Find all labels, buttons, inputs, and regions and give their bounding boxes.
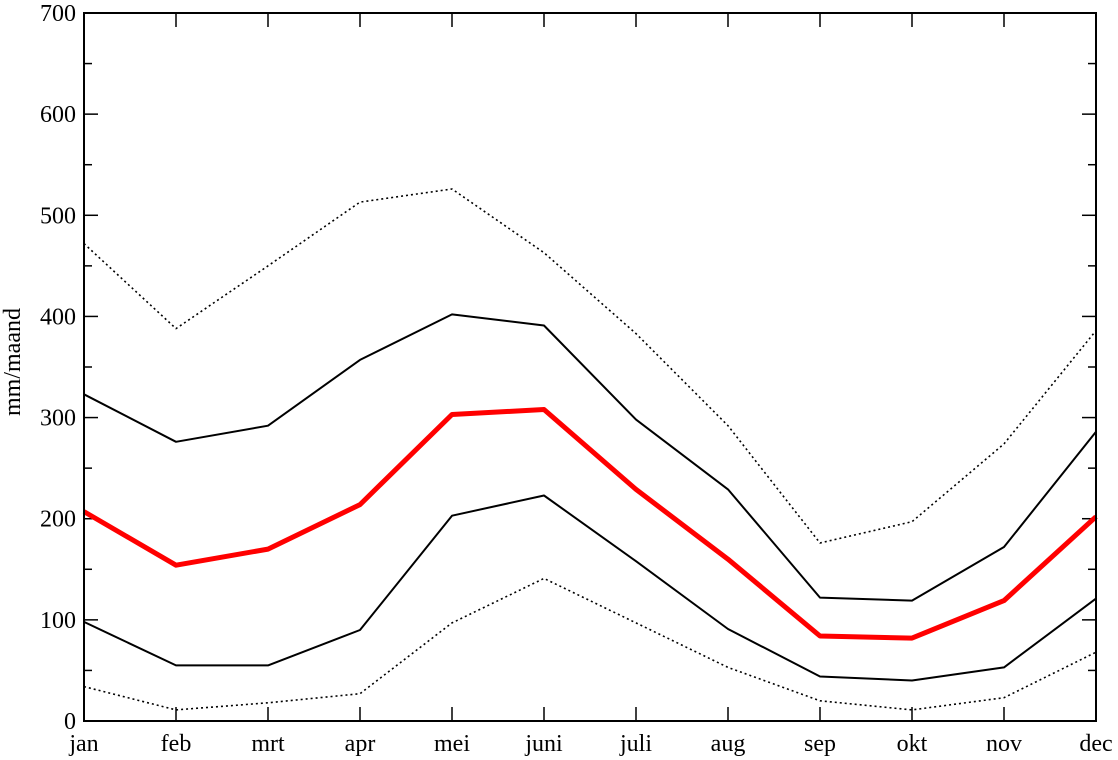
x-tick-label-sep: sep [804,731,836,757]
series-line-5-dotted [83,577,1097,711]
y-tick-label: 100 [40,608,76,634]
y-tick-label: 200 [40,507,76,533]
x-tick-label-mei: mei [434,731,470,757]
x-tick-label-juli: juli [619,731,652,757]
x-tick-label-mrt: mrt [251,731,285,757]
y-tick-label: 600 [40,102,76,128]
series-line-2-solid [83,313,1097,602]
x-tick-label-dec: dec [1079,731,1112,757]
x-tick-label-juni: juni [524,731,563,757]
axis-ticks [83,12,1097,722]
series-line-3-thick [82,407,1098,641]
x-tick-label-okt: okt [897,731,928,757]
series-line-4-solid [83,494,1097,682]
y-tick-label: 0 [64,709,76,735]
y-axis-title: mm/maand [0,308,26,416]
series-line-1-dotted [83,188,1097,544]
plot-frame [83,12,1097,722]
tick-labels: 0 100 200 300 400 500 600 700 jan feb mrt apr mei jun… [40,1,1113,757]
x-tick-label-jan: jan [68,731,98,757]
y-tick-label: 400 [40,304,76,330]
x-tick-label-feb: feb [161,731,192,757]
x-tick-label-nov: nov [986,731,1022,757]
x-tick-label-aug: aug [711,731,746,757]
series-lines [82,188,1098,711]
x-tick-label-apr: apr [345,731,376,757]
y-tick-label: 500 [40,203,76,229]
y-tick-label: 300 [40,406,76,432]
y-tick-label: 700 [40,1,76,27]
